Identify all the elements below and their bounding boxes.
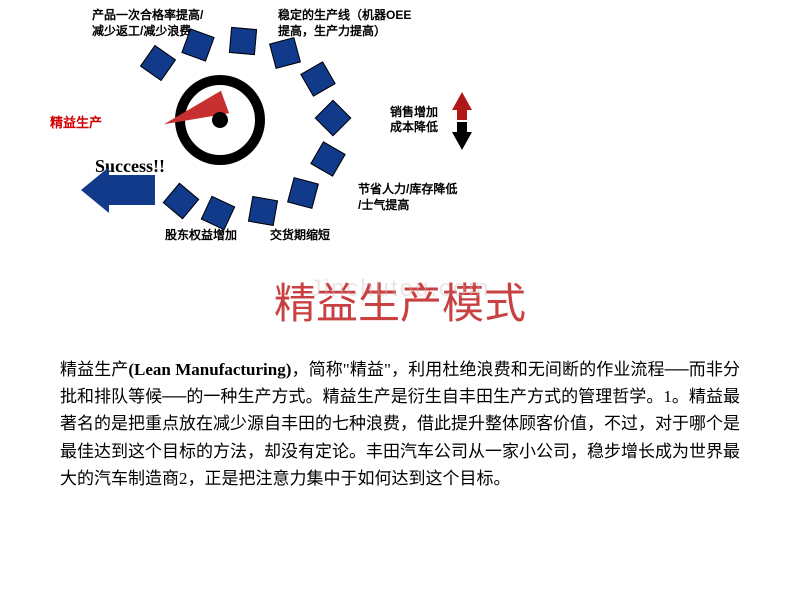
body-lead-cn: 精益生产 bbox=[60, 360, 128, 379]
watermark-text: Jinchutou.com bbox=[310, 275, 491, 303]
cycle-node bbox=[300, 61, 336, 97]
annot-shareholder: 股东权益增加 bbox=[165, 228, 237, 244]
cycle-node bbox=[229, 27, 257, 55]
body-para: ，简称"精益"，利用杜绝浪费和无间断的作业流程──而非分批和排队等候──的一种生… bbox=[60, 360, 740, 488]
cycle-node bbox=[287, 177, 319, 209]
lean-diagram: 产品一次合格率提高/ 减少返工/减少浪费 稳定的生产线（机器OEE 提高，生产力… bbox=[0, 0, 800, 260]
cycle-node bbox=[201, 196, 236, 231]
gauge-center-dot bbox=[212, 112, 228, 128]
label-lean-red: 精益生产 bbox=[50, 115, 102, 132]
body-paragraph: 精益生产(Lean Manufacturing)，简称"精益"，利用杜绝浪费和无… bbox=[60, 356, 740, 492]
annot-sales-up: 销售增加 bbox=[390, 105, 438, 121]
cycle-node bbox=[163, 183, 200, 220]
cycle-node bbox=[269, 37, 301, 69]
annot-delivery: 交货期缩短 bbox=[270, 228, 330, 244]
down-arrow-icon bbox=[452, 132, 472, 150]
annot-top-right: 稳定的生产线（机器OEE 提高，生产力提高） bbox=[278, 8, 478, 39]
cycle-node bbox=[310, 141, 346, 177]
success-arrow bbox=[105, 175, 155, 205]
cycle-node bbox=[140, 45, 176, 81]
annot-cost-down: 成本降低 bbox=[390, 120, 438, 136]
up-arrow-stem bbox=[457, 108, 467, 120]
body-lead-en: (Lean Manufacturing) bbox=[128, 360, 291, 379]
cycle-node bbox=[248, 196, 278, 226]
cycle-node bbox=[315, 100, 352, 137]
annot-right-lower: 节省人力/库存降低 /士气提高 bbox=[358, 182, 508, 213]
